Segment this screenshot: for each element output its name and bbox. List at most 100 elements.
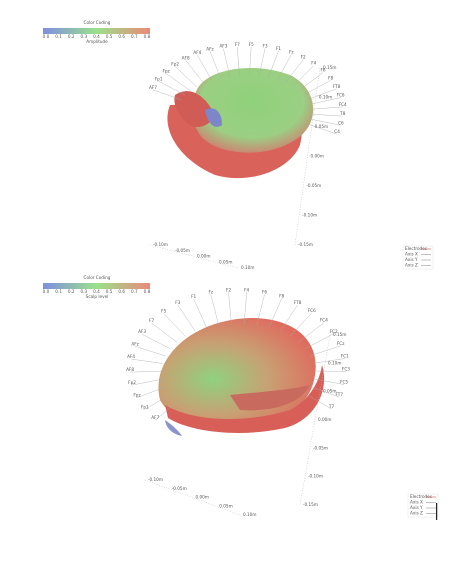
colorbar	[43, 28, 150, 34]
colorbar-tick: 0.5	[106, 34, 113, 39]
axis-tick-label: 0.05m	[323, 389, 336, 394]
electrode-label: Fp2	[171, 61, 179, 66]
electrode-lead	[268, 298, 282, 328]
axis-line	[144, 479, 241, 516]
axis-tick-label: 0.00m	[196, 495, 209, 500]
electrode-label: F4	[244, 287, 249, 292]
electrode-lead	[305, 333, 334, 349]
electrode-lead	[210, 294, 219, 326]
electrode-label: Fpz	[133, 393, 141, 398]
electrode-lead	[309, 385, 340, 398]
legend-label: Electrodes	[410, 494, 432, 499]
axis-tick-label: 0.05m	[219, 503, 232, 508]
electrode-label: Fz	[289, 50, 294, 55]
colorbar-title: Color Coding	[84, 20, 111, 25]
axis-tick-label: -0.10m	[302, 213, 317, 218]
electrode-lead	[130, 371, 162, 373]
electrode-lead	[285, 59, 304, 84]
electrode-lead	[155, 399, 180, 421]
axis-tick-label: -0.10m	[148, 477, 163, 482]
electrode-lead	[175, 66, 197, 87]
electrode-label: T7	[328, 404, 335, 409]
electrode-label: F7	[149, 318, 154, 323]
electrode-label: F8	[279, 294, 284, 299]
electrode-lead	[243, 292, 247, 324]
electrode-lead	[298, 72, 324, 91]
electrode-lead	[228, 292, 232, 324]
electrode-lead	[308, 124, 338, 135]
electrode-lead	[313, 378, 345, 385]
axis-tick-label: 0.10m	[243, 512, 256, 517]
legend-label: Axis Z	[410, 511, 423, 516]
electrode-lead	[312, 106, 343, 110]
electrode-lead	[223, 48, 231, 77]
axis-tick-label: 0.00m	[318, 417, 331, 422]
electrode-label: Fp1	[141, 404, 149, 409]
electrode-label: FT8	[294, 300, 302, 305]
electrode-lead	[165, 73, 191, 91]
axis-tick-label: -0.05m	[306, 183, 321, 188]
electrode-label: C6	[338, 120, 344, 125]
colorbar-label: Scalp level	[86, 294, 109, 299]
electrode-lead	[197, 55, 213, 81]
electrode-lead	[258, 48, 266, 77]
electrode-lead	[141, 334, 171, 349]
electrode-lead	[177, 305, 196, 332]
colorbar-label: Amplitude	[86, 39, 108, 44]
axis-tick-label: -0.05m	[175, 248, 190, 253]
colorbar-tick: 0.8	[144, 34, 151, 39]
colorbar-tick: 0.7	[131, 289, 138, 294]
legend-box	[402, 245, 434, 270]
electrode-label: AF7	[149, 85, 157, 90]
axis-tick-label: -0.10m	[153, 242, 168, 247]
head-surface	[167, 67, 314, 179]
electrode-lead	[314, 370, 346, 372]
electrode-lead	[298, 322, 325, 343]
axis-tick-label: -0.05m	[313, 445, 328, 450]
electrode-lead	[292, 65, 314, 87]
electrode-label: FC1	[341, 354, 349, 359]
legend-box	[407, 493, 439, 518]
electrode-lead	[152, 89, 182, 100]
axis-tick-label: 0.15m	[323, 65, 336, 70]
electrode-lead	[132, 378, 163, 386]
axis-tick-label: -0.15m	[303, 502, 318, 507]
electrode-label: F5	[161, 308, 166, 313]
colorbar-tick: 0.1	[55, 34, 62, 39]
electrode-lead	[249, 47, 252, 77]
electrode-label: AF3	[219, 44, 227, 49]
electrode-label: FC5	[340, 380, 348, 385]
electrode-label: FC2	[330, 329, 338, 334]
colorbar-tick: 0.0	[43, 289, 50, 294]
electrode-label: AF4	[193, 50, 201, 55]
colorbar-title: Color Coding	[84, 275, 111, 280]
electrode-label: Fz	[208, 290, 213, 295]
axis-tick-label: -0.15m	[298, 242, 313, 247]
legend-label: Axis X	[410, 500, 423, 505]
head-surface	[158, 318, 325, 436]
legend-label: Axis Z	[405, 263, 418, 268]
electrode-lead	[158, 81, 186, 96]
panel: Color Coding 0.0 0.1 0.2 0.3 0.4 0.5 0.6 0.7 0.8 A…	[43, 20, 434, 270]
electrode-label: F6	[320, 68, 325, 73]
electrode-lead	[304, 80, 331, 95]
legend-label: Axis Y	[405, 257, 418, 262]
axis-tick-label: 0.00m	[197, 254, 210, 259]
electrode-label: AF4	[127, 354, 135, 359]
axis-tick-label: 0.10m	[241, 265, 254, 270]
electrode-lead	[131, 358, 163, 364]
colorbar-tick: 0.2	[68, 289, 75, 294]
colorbar-tick: 0.3	[81, 34, 88, 39]
electrode-label: AF8	[182, 55, 190, 60]
electrode-label: F1	[276, 46, 281, 51]
axis-tick-label: 0.05m	[315, 124, 328, 129]
electrode-label: Fp1	[155, 76, 163, 81]
electrode-lead	[311, 119, 341, 126]
electrode-label: FC6	[308, 308, 316, 313]
electrode-label: AF3	[138, 329, 146, 334]
electrode-lead	[280, 304, 298, 332]
electrode-label: FC4	[339, 102, 347, 107]
axis-tick-label: -0.05m	[172, 486, 187, 491]
